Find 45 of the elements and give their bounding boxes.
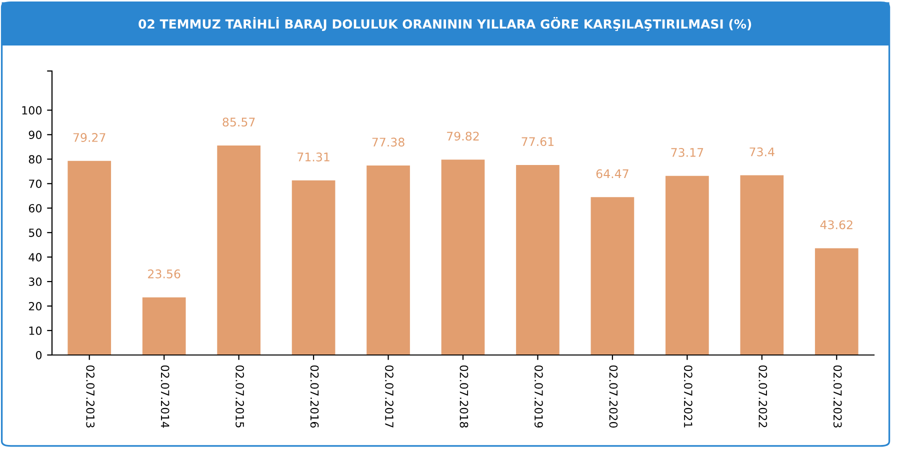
bar: [590, 197, 634, 355]
y-tick-label: 90: [28, 130, 42, 140]
bar: [441, 160, 485, 355]
bar: [366, 166, 410, 355]
x-tick-label: 02.07.2022: [758, 365, 768, 428]
y-tick-label: 100: [22, 106, 42, 115]
y-tick-label: 40: [28, 253, 42, 262]
bar: [142, 297, 186, 355]
y-tick-label: 80: [28, 155, 42, 164]
data-label: 64.47: [596, 169, 628, 178]
data-label: 73.17: [671, 148, 704, 157]
y-tick-label: 50: [28, 228, 42, 237]
bar: [814, 248, 858, 355]
x-tick-label: 02.07.2020: [609, 365, 618, 428]
x-tick-label: 02.07.2018: [460, 365, 468, 428]
y-tick-label: 70: [29, 180, 42, 188]
y-tick-label: 0: [36, 350, 42, 360]
bar: [740, 175, 784, 355]
bar: [516, 164, 560, 355]
data-label: 23.56: [148, 269, 180, 278]
x-tick-label: 02.07.2016: [310, 365, 319, 428]
y-tick-label: 30: [28, 278, 42, 286]
x-tick-label: 02.07.2017: [385, 365, 394, 428]
bar: [292, 180, 336, 355]
x-tick-label: 02.07.2023: [833, 365, 842, 428]
y-tick-label: 60: [28, 204, 42, 212]
data-label: 77.61: [522, 137, 554, 146]
data-label: 79.82: [447, 132, 479, 141]
x-tick-label: 02.07.2013: [86, 365, 95, 428]
x-tick-label: 02.07.2015: [236, 365, 244, 428]
y-tick-label: 20: [28, 302, 42, 310]
y-tick-label: 10: [29, 326, 42, 335]
data-label: 77.38: [372, 138, 404, 147]
chart-title: 02 TEMMUZ TARİHLİ BARAJ DOLULUK ORANININ YILLARA GÖRE KARŞILAŞTIRILMASI (%): [138, 16, 752, 32]
bar: [666, 176, 709, 355]
bar: [68, 160, 112, 355]
data-label: 43.62: [820, 220, 852, 230]
data-label: 73.4: [750, 147, 774, 156]
x-tick-label: 02.07.2014: [160, 365, 170, 428]
data-label: 85.57: [222, 118, 255, 127]
data-label: 79.27: [73, 133, 106, 142]
data-label: 71.31: [298, 152, 330, 162]
x-tick-label: 02.07.2021: [684, 365, 692, 428]
x-tick-label: 02.07.2019: [534, 365, 543, 428]
bar: [217, 146, 260, 355]
